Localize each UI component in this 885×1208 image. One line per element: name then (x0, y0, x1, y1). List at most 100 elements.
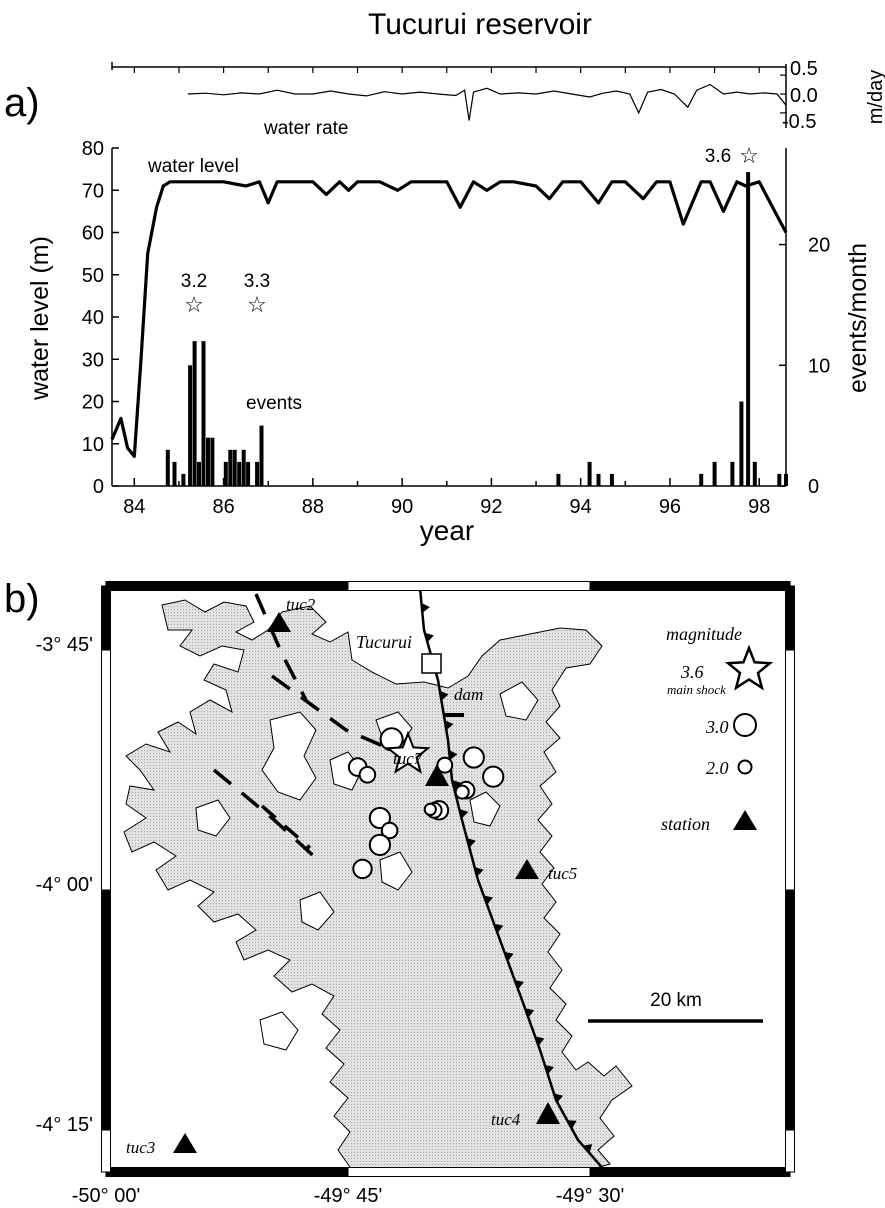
thrust-fault-tooth (466, 837, 476, 848)
map-frame-bar-top (105, 581, 349, 591)
dam-label: dam (454, 685, 483, 704)
events-bar (201, 341, 206, 486)
thrust-fault-tooth (567, 1120, 577, 1129)
events-bar (739, 401, 744, 486)
magnitude-annotation-3-2: 3.2 (181, 271, 207, 292)
legend-main-shock-label: main shock (667, 682, 726, 697)
water-rate-ticks (133, 67, 786, 114)
thrust-fault-tooth (553, 1093, 564, 1103)
dashed-fault (254, 593, 308, 701)
events-bar (712, 461, 717, 486)
station-tuc3-label: tuc3 (126, 1138, 155, 1157)
station-tuc5-label: tuc5 (548, 864, 577, 883)
reservoir-water (123, 599, 633, 1171)
x-axis-tick-label: 98 (748, 496, 770, 518)
lon-label-50-00: -50° 00' (72, 1185, 141, 1207)
station-tuc7-icon (425, 764, 449, 786)
legend-station-label: station (661, 814, 710, 834)
event-circle (462, 746, 485, 769)
map-frame-bar-left (101, 1129, 111, 1173)
left-axis-tick-label: 10 (82, 434, 104, 456)
x-axis-label: year (420, 515, 474, 546)
events-bar (255, 461, 260, 486)
events-bar (587, 461, 592, 486)
legend-station-icon (733, 810, 757, 830)
right-axis-ticks: 0 10 20 (779, 235, 830, 498)
events-bar (777, 473, 782, 486)
events-bar (556, 473, 561, 486)
thrust-fault-tooth (514, 980, 524, 990)
map-frame-bar-right (785, 649, 795, 891)
event-circle (482, 765, 505, 788)
figure-title: Tucurui reservoir (368, 8, 592, 41)
lat-label-4-15: -4° 15' (36, 1114, 93, 1136)
station-tuc4-icon (536, 1102, 560, 1124)
map-frame-bar-bottom (105, 1167, 349, 1177)
events-bar (165, 449, 170, 486)
island (261, 711, 317, 801)
events-bar (206, 437, 210, 486)
lon-label-49-30: -49° 30' (556, 1185, 625, 1207)
thrust-fault-tooth (444, 720, 454, 731)
thrust-fault-tooth (483, 895, 493, 905)
island (299, 891, 335, 931)
event-circle (380, 821, 399, 840)
star-3-2-icon: ☆ (184, 292, 204, 317)
x-axis-tick-label: 86 (212, 496, 234, 518)
water-rate-series-line (187, 83, 787, 121)
tucurui-town-marker (421, 653, 442, 674)
panel-b-label: b) (4, 577, 40, 621)
scale-bar-label: 20 km (650, 990, 702, 1011)
events-bars (165, 172, 788, 486)
thrust-fault-tooth (582, 1144, 593, 1154)
events-bar (232, 449, 237, 486)
station-tuc4-label: tuc4 (491, 1110, 521, 1129)
dashed-fault (260, 804, 312, 850)
events-bar (241, 449, 246, 486)
events-bar (228, 449, 233, 486)
star-3-6-icon: ☆ (739, 143, 759, 168)
left-axis-tick-label: 80 (82, 138, 104, 160)
map-frame-bar-left (101, 585, 111, 651)
water-rate-panel: 0.5 0.0 -0.5 m/day water rate (111, 58, 885, 139)
thrust-fault-tooth (535, 1036, 545, 1046)
tucurui-town-label: Tucurui (356, 632, 412, 652)
x-axis-tick-label: 94 (570, 496, 592, 518)
event-circle (368, 833, 391, 857)
events-bar (246, 461, 251, 486)
left-axis-tick-label: 50 (82, 265, 104, 287)
x-axis-tick-label: 84 (123, 496, 145, 518)
legend-star-icon (724, 644, 774, 691)
thrust-fault-tooth (451, 779, 461, 790)
right-axis-label: events/month (844, 243, 872, 393)
water-rate-tick-neg-0-5: -0.5 (782, 111, 816, 133)
thrust-fault-tooth (421, 602, 430, 613)
seismic-events (347, 727, 505, 880)
legend-title: magnitude (666, 624, 742, 644)
station-tuc2-label: tuc2 (286, 595, 316, 614)
legend-main-magnitude: 3.6 (680, 662, 704, 682)
map-frame-bar-right (785, 585, 795, 651)
events-bar (259, 425, 264, 486)
main-shock-star (385, 730, 431, 774)
left-axis-ticks: 0 10 20 30 40 50 60 70 80 (82, 138, 119, 498)
thrust-fault-tooth (449, 750, 458, 760)
water-rate-unit-label: m/day (865, 70, 885, 124)
water-rate-series-label: water rate (263, 118, 348, 139)
left-axis-tick-label: 40 (82, 307, 104, 329)
events-bar (223, 461, 228, 486)
thrust-fault-tooth (439, 690, 449, 701)
dashed-fault (212, 768, 320, 862)
right-axis-tick-label: 0 (808, 476, 819, 498)
events-bar (181, 473, 186, 486)
event-circle (352, 858, 373, 880)
island (379, 851, 413, 891)
water-rate-tick-0-5: 0.5 (790, 58, 818, 80)
map-panel: dam Tucurui tuc2 tuc7 tuc5 tuc4 tuc3 mag… (36, 581, 795, 1207)
left-axis-tick-label: 70 (82, 180, 104, 202)
events-bar (237, 461, 242, 486)
island (469, 791, 501, 827)
lat-label-3-45: -3° 45' (36, 634, 93, 656)
x-axis-tick-label: 90 (391, 496, 413, 518)
events-bar (596, 473, 601, 486)
